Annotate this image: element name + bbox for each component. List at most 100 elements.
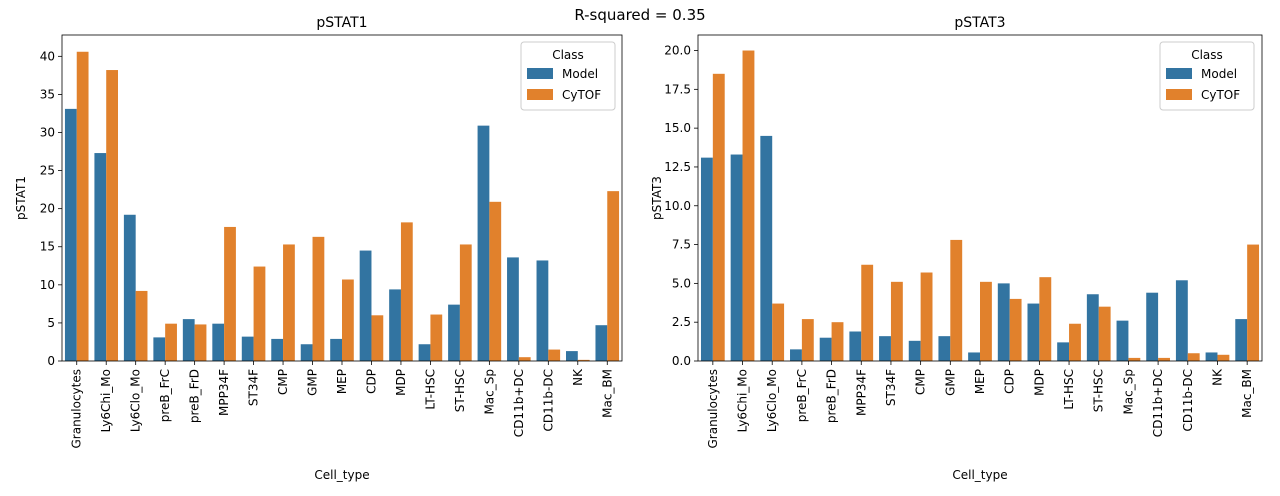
bar: [271, 338, 284, 361]
x-tick-label: preB_FrC: [795, 369, 809, 422]
bar: [712, 73, 725, 361]
x-tick-label: preB_FrD: [825, 369, 839, 423]
bar: [1039, 277, 1052, 361]
x-tick-label: ST34F: [884, 369, 898, 406]
x-tick-label: NK: [1210, 368, 1224, 386]
bar: [507, 257, 519, 361]
y-tick-label: 0.0: [672, 354, 691, 368]
bar: [283, 244, 295, 361]
x-tick-label: CD11b-DC: [541, 369, 555, 431]
bar: [448, 304, 460, 361]
bar: [980, 281, 992, 361]
x-tick-label: NK: [571, 368, 585, 386]
bar: [772, 303, 785, 361]
x-tick-label: ST-HSC: [1092, 369, 1106, 412]
x-tick-label: CD11b-DC: [1181, 369, 1195, 431]
legend-title: Class: [1191, 48, 1223, 62]
figure-title: R-squared = 0.35: [574, 6, 706, 24]
bar: [1069, 323, 1081, 361]
x-tick-label: ST-HSC: [453, 369, 467, 412]
bar: [359, 250, 372, 361]
y-tick-label: 35: [40, 87, 55, 101]
x-tick-label: CD11b+DC: [512, 369, 526, 437]
x-tick-label: CDP: [364, 369, 378, 394]
bar: [1116, 320, 1129, 361]
bar: [548, 349, 561, 361]
x-tick-label: CMP: [914, 369, 928, 395]
bar: [64, 108, 77, 361]
bar: [700, 157, 713, 361]
bar: [330, 338, 342, 361]
y-tick-label: 40: [40, 49, 55, 63]
y-tick-label: 10.0: [664, 199, 691, 213]
y-tick-label: 25: [40, 164, 55, 178]
y-tick-label: 20.0: [664, 44, 691, 58]
bar: [1009, 298, 1022, 361]
x-tick-label: MPP34F: [854, 369, 868, 416]
legend-swatch: [1166, 89, 1192, 100]
bar: [371, 315, 384, 361]
x-tick-label: Mac_Sp: [1121, 369, 1135, 415]
bar: [1027, 303, 1040, 361]
x-tick-label: CMP: [276, 369, 290, 395]
bar: [849, 331, 862, 361]
bar: [224, 226, 236, 361]
bar: [566, 351, 578, 361]
x-tick-label: Mac_BM: [600, 369, 614, 418]
bar: [389, 289, 401, 361]
bar: [879, 336, 891, 361]
bar: [920, 272, 933, 361]
bar: [742, 50, 755, 362]
bar: [607, 191, 620, 361]
bar: [997, 283, 1010, 361]
legend-swatch: [527, 68, 553, 79]
bar: [790, 349, 802, 361]
bar: [801, 319, 814, 361]
bar: [123, 214, 136, 361]
bar: [489, 201, 502, 361]
legend-label: Model: [1201, 67, 1237, 81]
y-tick-label: 20: [40, 202, 55, 216]
bar: [1057, 342, 1070, 361]
x-tick-label: MPP34F: [217, 369, 231, 416]
bar: [212, 323, 225, 361]
x-tick-label: Granulocytes: [70, 369, 84, 449]
legend-label: CyTOF: [562, 88, 601, 102]
bar: [819, 337, 832, 361]
bar: [1205, 352, 1218, 361]
x-tick-label: preB_FrC: [158, 369, 172, 422]
bar: [253, 266, 266, 361]
x-tick-label: Ly6Chi_Mo: [736, 369, 750, 432]
bar: [1158, 357, 1170, 361]
bar: [730, 154, 743, 361]
bar: [1146, 292, 1159, 361]
x-tick-label: CDP: [1003, 369, 1017, 394]
bar: [135, 290, 148, 361]
y-tick-label: 17.5: [664, 82, 691, 96]
legend-label: Model: [562, 67, 598, 81]
bar: [459, 244, 472, 361]
bar: [968, 352, 980, 361]
legend-swatch: [1166, 68, 1192, 79]
x-tick-label: preB_FrD: [188, 369, 202, 423]
chart-title: pSTAT1: [316, 15, 367, 31]
bar: [1128, 357, 1141, 361]
bar: [536, 260, 549, 361]
bar: [94, 153, 107, 361]
x-tick-label: LT-HSC: [423, 369, 437, 410]
y-tick-label: 15.0: [664, 121, 691, 135]
bar: [595, 325, 608, 361]
bar: [165, 323, 177, 361]
legend-swatch: [527, 89, 553, 100]
bar: [831, 322, 844, 361]
x-tick-label: CD11b+DC: [1151, 369, 1165, 437]
y-tick-label: 30: [40, 125, 55, 139]
bar: [430, 314, 443, 361]
bar: [950, 239, 963, 361]
x-tick-label: MDP: [1032, 369, 1046, 396]
y-tick-label: 5.0: [672, 276, 691, 290]
x-tick-label: GMP: [306, 369, 320, 396]
y-tick-label: 5: [47, 316, 55, 330]
x-axis-label: Cell_type: [314, 468, 369, 482]
